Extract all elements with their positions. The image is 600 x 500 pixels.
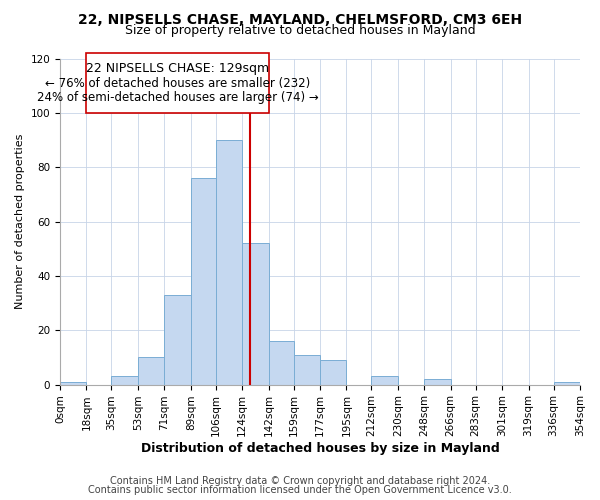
Text: 24% of semi-detached houses are larger (74) →: 24% of semi-detached houses are larger (… [37,92,319,104]
Bar [424,379,451,384]
Bar [242,244,269,384]
Bar [216,140,242,384]
Text: Contains public sector information licensed under the Open Government Licence v3: Contains public sector information licen… [88,485,512,495]
Bar [293,354,320,384]
Bar [554,382,580,384]
Bar [112,376,138,384]
Bar [320,360,346,384]
Y-axis label: Number of detached properties: Number of detached properties [15,134,25,310]
Text: Contains HM Land Registry data © Crown copyright and database right 2024.: Contains HM Land Registry data © Crown c… [110,476,490,486]
X-axis label: Distribution of detached houses by size in Mayland: Distribution of detached houses by size … [140,442,499,455]
Text: Size of property relative to detached houses in Mayland: Size of property relative to detached ho… [125,24,475,37]
Bar [60,382,86,384]
Text: 22 NIPSELLS CHASE: 129sqm: 22 NIPSELLS CHASE: 129sqm [86,62,269,74]
Bar [191,178,216,384]
Bar [269,341,293,384]
Text: 22, NIPSELLS CHASE, MAYLAND, CHELMSFORD, CM3 6EH: 22, NIPSELLS CHASE, MAYLAND, CHELMSFORD,… [78,12,522,26]
Bar [164,295,191,384]
Text: ← 76% of detached houses are smaller (232): ← 76% of detached houses are smaller (23… [45,76,310,90]
FancyBboxPatch shape [86,54,269,113]
Bar [371,376,398,384]
Bar [138,358,164,384]
